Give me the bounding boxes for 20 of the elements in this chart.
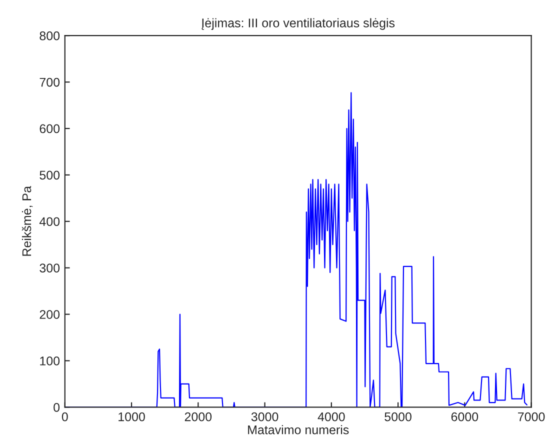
y-tick-label: 500 xyxy=(40,170,60,180)
x-tick-label: 7000 xyxy=(518,412,545,422)
y-tick-label: 200 xyxy=(40,310,60,319)
x-axis-title: Matavimo numeris xyxy=(248,425,349,434)
y-tick-label: 400 xyxy=(39,217,60,226)
x-tick-label: 3000 xyxy=(251,412,278,422)
y-axis-title: Reikšmė, Pa xyxy=(22,186,33,256)
x-tick-label: 2000 xyxy=(184,412,212,422)
x-tick-label: 4000 xyxy=(318,412,345,422)
x-tick-label: 5000 xyxy=(384,412,412,422)
x-tick-label: 1000 xyxy=(118,412,145,422)
x-tick-label: 6000 xyxy=(451,412,478,422)
x-tick-label: 0 xyxy=(62,412,68,422)
y-tick-label: 600 xyxy=(40,124,60,134)
chart-title: Įėjimas: III oro ventiliatoriaus slėgis xyxy=(202,18,395,30)
y-tick-label: 100 xyxy=(40,356,60,366)
y-tick-label: 800 xyxy=(40,31,60,40)
y-tick-label: 700 xyxy=(40,78,60,87)
y-tick-label: 0 xyxy=(54,402,60,412)
y-tick-label: 300 xyxy=(40,264,60,272)
